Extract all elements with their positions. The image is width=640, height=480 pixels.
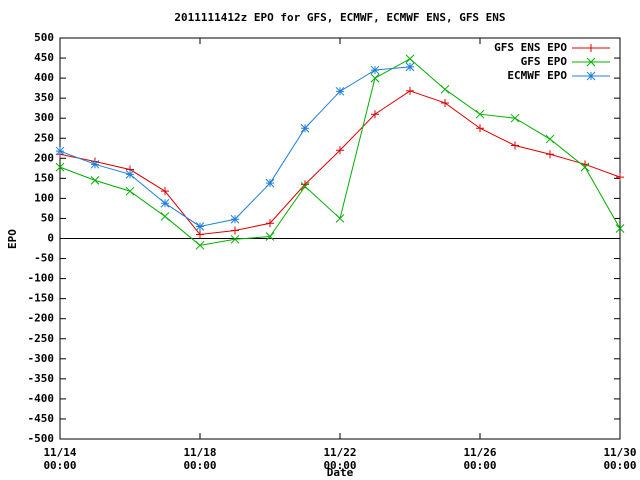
point-marker [511, 141, 519, 150]
point-marker [55, 162, 65, 172]
y-tick-label: -350 [28, 372, 55, 385]
y-tick-label: 300 [34, 111, 54, 124]
point-marker [405, 62, 415, 72]
point-marker [441, 98, 449, 107]
point-marker [90, 159, 100, 169]
point-marker [195, 222, 205, 231]
point-marker [90, 176, 100, 185]
y-tick-label: -150 [28, 292, 55, 305]
point-marker [265, 178, 275, 188]
point-marker [370, 65, 380, 75]
y-tick-label: -250 [28, 332, 55, 345]
y-tick-label: -50 [34, 252, 54, 265]
point-marker [476, 124, 484, 133]
point-marker [196, 230, 204, 239]
point-marker [230, 234, 240, 244]
point-marker [580, 162, 590, 172]
point-marker [230, 214, 240, 224]
point-marker [266, 219, 274, 228]
point-marker [336, 146, 344, 155]
legend-label: GFS ENS EPO [494, 41, 567, 54]
series-line [59, 90, 621, 236]
point-marker [335, 214, 345, 223]
point-marker [615, 224, 625, 233]
x-tick-label: 11/22 00:00 [323, 446, 356, 472]
x-tick-label: 11/14 00:00 [43, 446, 76, 472]
point-marker [545, 134, 555, 144]
x-tick-label: 11/18 00:00 [183, 446, 216, 472]
point-marker [546, 150, 554, 159]
point-marker [406, 86, 414, 95]
legend-marker [586, 57, 596, 67]
point-marker [616, 173, 624, 182]
y-tick-label: 100 [34, 191, 54, 204]
point-marker [125, 186, 135, 196]
point-marker [160, 212, 170, 221]
y-tick-label: -450 [28, 412, 55, 425]
x-tick-label: 11/26 00:00 [463, 446, 496, 472]
y-tick-label: 250 [34, 131, 54, 144]
x-axis-label: Date [327, 466, 354, 479]
y-tick-label: 450 [34, 51, 54, 64]
point-marker [475, 109, 485, 119]
chart-title: 2011111412z EPO for GFS, ECMWF, ECMWF EN… [174, 11, 505, 24]
y-tick-label: 200 [34, 151, 54, 164]
y-tick-label: 150 [34, 171, 54, 184]
legend-marker [587, 44, 595, 52]
point-marker [300, 182, 310, 191]
y-tick-label: 50 [41, 211, 54, 224]
point-marker [125, 169, 135, 179]
point-marker [405, 54, 415, 64]
point-marker [510, 113, 520, 123]
legend-label: GFS EPO [521, 55, 568, 68]
point-marker [231, 226, 239, 235]
point-marker [195, 240, 205, 250]
point-marker [370, 73, 380, 83]
point-marker [300, 123, 310, 133]
y-tick-label: -500 [28, 432, 55, 445]
point-marker [371, 110, 379, 119]
y-tick-label: 400 [34, 71, 54, 84]
point-marker [440, 84, 450, 94]
legend-label: ECMWF EPO [507, 69, 567, 82]
x-tick-label: 11/30 00:00 [603, 446, 636, 472]
y-tick-label: -200 [28, 312, 55, 325]
point-marker [335, 86, 345, 96]
y-axis-label: EPO [6, 229, 19, 249]
point-marker [161, 187, 169, 196]
y-tick-label: -100 [28, 272, 55, 285]
y-tick-label: -300 [28, 352, 55, 365]
legend-marker [586, 71, 596, 81]
y-tick-label: 500 [34, 31, 54, 44]
point-marker [55, 146, 65, 156]
point-marker [265, 232, 275, 241]
y-tick-label: -400 [28, 392, 55, 405]
y-tick-label: 0 [47, 232, 54, 245]
point-marker [160, 198, 170, 208]
y-tick-label: 350 [34, 91, 54, 104]
